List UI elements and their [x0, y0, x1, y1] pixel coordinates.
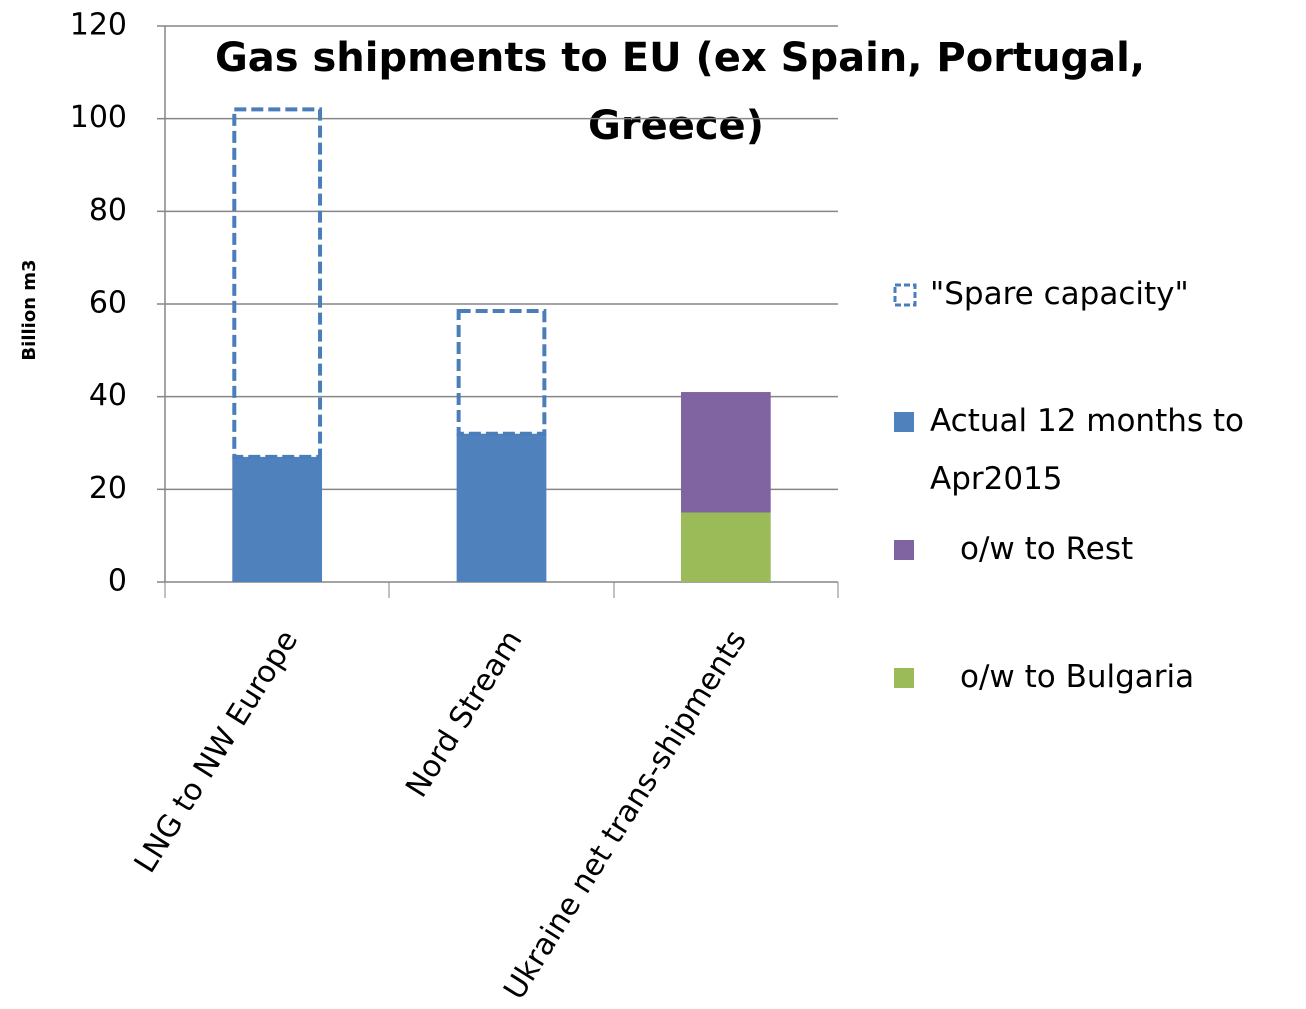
- y-tick-label: 20: [89, 471, 127, 506]
- legend-marker: [893, 283, 917, 307]
- y-tick-label: 0: [108, 564, 127, 599]
- legend-label: Actual 12 months to Apr2015: [930, 403, 1254, 497]
- y-tick-label: 40: [89, 378, 127, 413]
- bar-segment: [680, 392, 771, 513]
- y-tick-label: 80: [89, 193, 127, 228]
- x-tick-label: LNG to NW Europe: [128, 624, 305, 879]
- legend-line: Actual 12 months to: [930, 403, 1254, 439]
- legend-label: o/w to Bulgaria: [960, 659, 1194, 695]
- y-tick-label: 60: [89, 286, 127, 321]
- legend-label: "Spare capacity": [930, 276, 1189, 312]
- legend-line: Apr2015: [930, 461, 1063, 497]
- legend-line: o/w to Rest: [960, 531, 1133, 567]
- bar-segment: [232, 107, 323, 459]
- x-tick-label: Nord Stream: [399, 624, 529, 803]
- chart-title: Gas shipments to EU (ex Spain, Portugal,: [215, 35, 1145, 81]
- bar-segment: [232, 456, 323, 582]
- x-tick-label: Ukraine net trans-shipments: [497, 624, 754, 1006]
- bar-segment: [456, 308, 547, 436]
- y-tick-label: 100: [70, 100, 127, 135]
- legend-marker: [894, 668, 914, 688]
- y-axis-label: Billion m3: [19, 259, 40, 360]
- legend-label: o/w to Rest: [960, 531, 1133, 567]
- y-tick-label: 120: [70, 8, 127, 43]
- legend-line: o/w to Bulgaria: [960, 659, 1194, 695]
- chart-title: Greece): [588, 103, 764, 149]
- legend-marker: [894, 540, 914, 560]
- legend-marker: [894, 412, 914, 432]
- bar-segment: [680, 512, 771, 582]
- bar-segment: [456, 433, 547, 582]
- legend-line: "Spare capacity": [930, 276, 1189, 312]
